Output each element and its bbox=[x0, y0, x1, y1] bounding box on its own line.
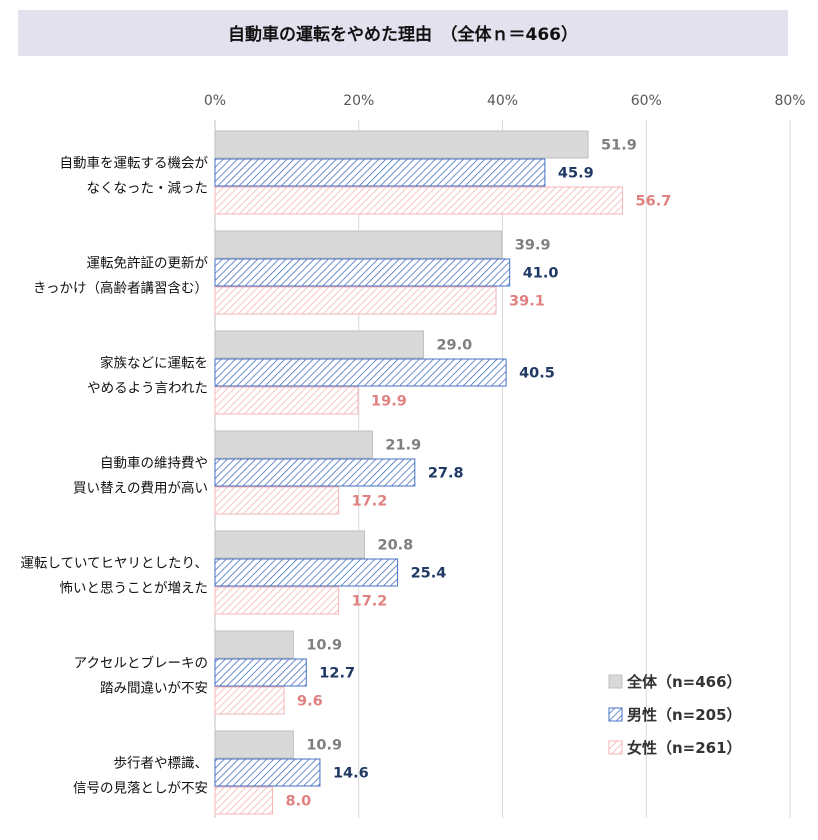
bar bbox=[214, 730, 294, 759]
category-label: 運転免許証の更新が bbox=[87, 256, 209, 272]
bar bbox=[214, 286, 497, 315]
bar bbox=[214, 486, 340, 515]
bars: 51.9 45.9 56.7 39.9 41.0 39.1 29.0 40.5 19.9 21.9… bbox=[214, 130, 672, 815]
data-label: 10.9 bbox=[306, 738, 342, 754]
data-label: 17.2 bbox=[352, 594, 388, 610]
x-axis-ticks: 0% 20% 40% 60% 80% bbox=[204, 93, 806, 109]
bar bbox=[214, 586, 340, 615]
category-labels: 自動車を運転する機会がなくなった・減った運転免許証の更新がきっかけ（高齢者講習含… bbox=[20, 156, 208, 797]
category-label: 運転していてヒヤリとしたり、 bbox=[20, 556, 208, 572]
data-label: 17.2 bbox=[352, 494, 388, 510]
bar bbox=[214, 630, 294, 659]
chart-title: 自動車の運転をやめた理由 （全体ｎ＝466） bbox=[228, 24, 578, 45]
x-tick-label: 40% bbox=[487, 93, 518, 109]
category-label: きっかけ（高齢者講習含む） bbox=[33, 280, 208, 297]
bar bbox=[214, 686, 285, 715]
category-label: 歩行者や標識、 bbox=[114, 756, 209, 772]
bar bbox=[214, 158, 546, 187]
category-label: やめるよう言われた bbox=[87, 381, 208, 397]
data-label: 14.6 bbox=[333, 766, 369, 782]
x-tick-label: 80% bbox=[774, 93, 805, 109]
bar bbox=[214, 758, 321, 787]
legend-swatch bbox=[608, 740, 623, 755]
category-label: なくなった・減った bbox=[87, 180, 209, 197]
category-label: 家族などに運転を bbox=[100, 355, 208, 372]
legend-swatch bbox=[608, 674, 623, 689]
bar bbox=[214, 186, 624, 215]
category-label: 買い替えの費用が高い bbox=[73, 480, 208, 497]
data-label: 29.0 bbox=[436, 338, 472, 354]
bar bbox=[214, 458, 416, 487]
x-tick-label: 0% bbox=[204, 93, 226, 109]
data-label: 56.7 bbox=[636, 194, 672, 210]
category-label: 自動車の維持費や bbox=[100, 456, 208, 472]
x-tick-label: 20% bbox=[343, 93, 374, 109]
data-label: 8.0 bbox=[286, 794, 312, 810]
data-label: 19.9 bbox=[371, 394, 407, 410]
bar bbox=[214, 130, 589, 159]
category-label: 怖いと思うことが増えた bbox=[60, 580, 209, 597]
category-label: 信号の見落としが不安 bbox=[73, 781, 208, 797]
category-label: 踏み間違いが不安 bbox=[100, 681, 208, 697]
data-label: 39.9 bbox=[515, 238, 551, 254]
data-label: 20.8 bbox=[378, 538, 414, 554]
data-label: 45.9 bbox=[558, 166, 594, 182]
bar bbox=[214, 530, 365, 559]
data-label: 10.9 bbox=[306, 638, 342, 654]
data-label: 41.0 bbox=[523, 266, 559, 282]
bar bbox=[214, 786, 273, 815]
bar bbox=[214, 558, 399, 587]
x-tick-label: 60% bbox=[631, 93, 662, 109]
legend-label: 男性（n=205） bbox=[627, 706, 742, 724]
data-label: 40.5 bbox=[519, 366, 555, 382]
bar bbox=[214, 258, 511, 287]
data-label: 21.9 bbox=[385, 438, 421, 454]
category-label: アクセルとブレーキの bbox=[74, 655, 208, 672]
title-bar bbox=[18, 10, 788, 56]
data-label: 39.1 bbox=[509, 294, 545, 310]
legend: 全体（n=466） 男性（n=205） 女性（n=261） bbox=[608, 673, 742, 757]
data-label: 12.7 bbox=[319, 666, 355, 682]
legend-label: 全体（n=466） bbox=[626, 673, 742, 691]
bar bbox=[214, 330, 424, 359]
legend-swatch bbox=[608, 707, 623, 722]
category-label: 自動車を運転する機会が bbox=[60, 156, 209, 172]
bar bbox=[214, 230, 503, 259]
legend-label: 女性（n=261） bbox=[627, 739, 742, 757]
bar bbox=[214, 658, 307, 687]
data-label: 51.9 bbox=[601, 138, 637, 154]
data-label: 9.6 bbox=[297, 694, 323, 710]
data-label: 27.8 bbox=[428, 466, 464, 482]
bar bbox=[214, 358, 507, 387]
data-label: 25.4 bbox=[411, 566, 447, 582]
bar bbox=[214, 430, 373, 459]
bar bbox=[214, 386, 359, 415]
